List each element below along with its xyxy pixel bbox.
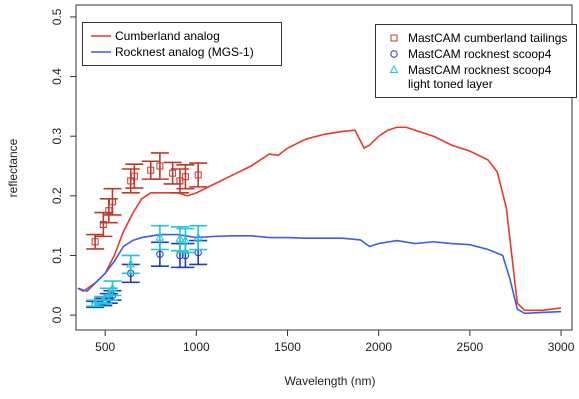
point — [176, 177, 184, 185]
legend-label: MastCAM rocknest scoop4 light toned laye… — [408, 63, 552, 91]
error-bar — [150, 152, 169, 180]
point — [181, 173, 189, 181]
error-bar — [189, 162, 208, 188]
point — [90, 298, 100, 307]
y-tick-label: 0.0 — [50, 306, 64, 323]
point — [193, 232, 203, 241]
line — [77, 126, 562, 312]
x-tick-label: 1000 — [183, 340, 210, 354]
x-tick-label: 2000 — [365, 340, 392, 354]
legend-entry: MastCAM rocknest scoop4 — [382, 47, 570, 61]
legend-entry: Cumberland analog — [89, 29, 275, 43]
y-tick-label: 0.3 — [50, 128, 64, 145]
x-tick-label: 500 — [95, 340, 115, 354]
point — [108, 198, 116, 206]
y-tick-label: 0.1 — [50, 247, 64, 264]
y-axis-label: reflectance — [6, 138, 20, 197]
point — [156, 250, 164, 258]
error-bar — [121, 168, 140, 194]
legend-entry: MastCAM cumberland tailings — [382, 31, 570, 45]
error-bar — [176, 227, 195, 254]
y-tick-label: 0.2 — [50, 187, 64, 204]
legend-symbol — [91, 51, 111, 53]
error-bar — [163, 161, 182, 185]
legend-marker — [390, 34, 398, 42]
point — [175, 233, 185, 242]
error-bar — [189, 224, 208, 251]
point — [155, 232, 165, 241]
legend-label: MastCAM cumberland tailings — [408, 31, 568, 45]
legend-label: Rocknest analog (MGS-1) — [115, 45, 254, 59]
point — [126, 259, 136, 268]
point — [156, 162, 164, 170]
point — [194, 171, 202, 179]
point — [99, 220, 107, 228]
error-bar — [176, 164, 195, 190]
legend-entry: Rocknest analog (MGS-1) — [89, 45, 275, 59]
y-tick-label: 0.5 — [50, 8, 64, 25]
point — [169, 169, 177, 177]
error-bar — [121, 254, 140, 275]
error-bar — [103, 187, 122, 216]
point — [91, 238, 99, 246]
point — [104, 289, 114, 298]
x-tick-label: 3000 — [548, 340, 575, 354]
legend-symbol — [389, 64, 399, 73]
legend-symbol — [390, 50, 398, 58]
plot-frame — [75, 4, 573, 331]
legend-symbol — [91, 35, 111, 37]
legend-symbol — [390, 34, 398, 42]
point — [180, 235, 190, 244]
point — [147, 166, 155, 174]
point — [130, 172, 138, 180]
legend-label: MastCAM rocknest scoop4 — [408, 47, 552, 61]
y-tick-label: 0.4 — [50, 68, 64, 85]
error-bar — [94, 211, 113, 238]
legend-label: Cumberland analog — [115, 29, 220, 43]
x-tick-label: 1500 — [274, 340, 301, 354]
legend: MastCAM cumberland tailings MastCAM rockn… — [375, 24, 577, 98]
x-axis-label: Wavelength (nm) — [285, 374, 376, 388]
error-bar — [150, 224, 169, 251]
line — [77, 233, 562, 315]
error-bar — [125, 163, 144, 189]
legend-marker — [389, 64, 399, 73]
point — [108, 283, 117, 292]
legend-entry: MastCAM rocknest scoop4 light toned laye… — [382, 63, 570, 91]
legend-marker — [390, 50, 398, 58]
legend: Cumberland analog Rocknest analog (MGS-1) — [82, 22, 282, 66]
x-tick-label: 2500 — [457, 340, 484, 354]
